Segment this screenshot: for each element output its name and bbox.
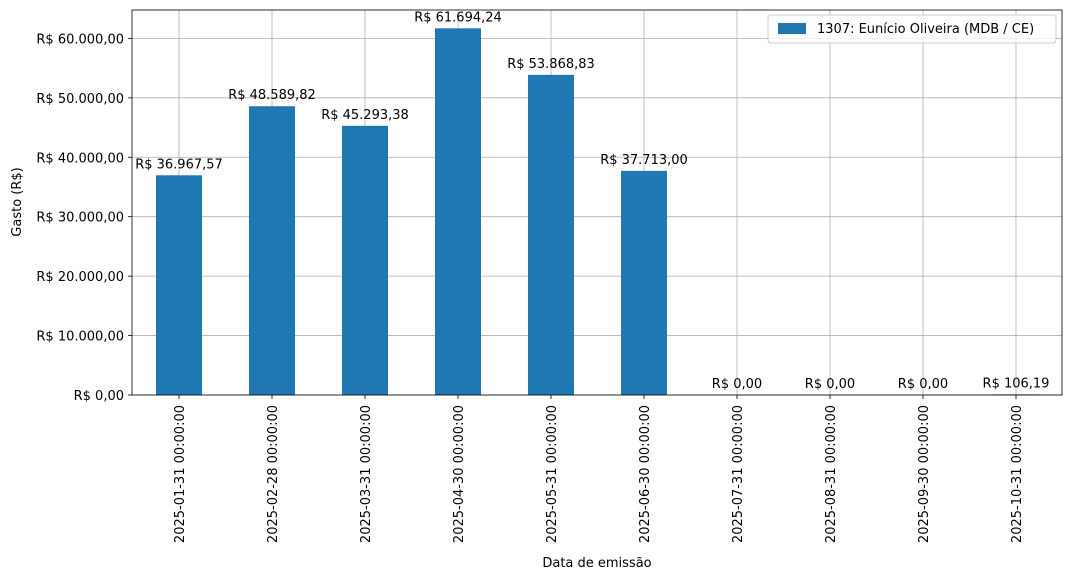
x-tick-label: 2025-10-31 00:00:00	[1010, 405, 1025, 543]
bar	[342, 125, 388, 396]
x-tick-label: 2025-01-31 00:00:00	[173, 405, 188, 543]
data-label: R$ 0,00	[805, 377, 855, 392]
x-tick-label: 2025-02-28 00:00:00	[266, 405, 281, 543]
legend-frame	[767, 14, 1057, 44]
data-label: R$ 106,19	[983, 376, 1050, 391]
bars	[156, 28, 1039, 396]
legend-entry-label: 1307: Eunício Oliveira (MDB / CE)	[817, 22, 1034, 37]
x-axis-label: Data de emissão	[542, 556, 651, 571]
y-tick-label: R$ 50.000,00	[36, 92, 124, 107]
data-label: R$ 37.713,00	[600, 153, 688, 168]
y-tick-label: R$ 10.000,00	[36, 330, 124, 345]
y-axis-label: Gasto (R$)	[10, 167, 25, 236]
x-tick-label: 2025-08-31 00:00:00	[824, 405, 839, 543]
y-tick-label: R$ 20.000,00	[36, 270, 124, 285]
bar	[528, 74, 574, 396]
x-tick-label: 2025-09-30 00:00:00	[917, 405, 932, 543]
bar	[156, 175, 202, 395]
plot-frame	[131, 9, 1063, 396]
x-tick-label: 2025-03-31 00:00:00	[359, 405, 374, 543]
data-label: R$ 61.694,24	[414, 10, 502, 25]
y-tick-label: R$ 40.000,00	[36, 151, 124, 166]
data-labels: R$ 36.967,57 R$ 48.589,82 R$ 45.293,38 R$ 6…	[135, 10, 1049, 392]
legend: 1307: Eunício Oliveira (MDB / CE)	[767, 14, 1057, 44]
axes: R$ 0,00 R$ 10.000,00 R$ 20.000,00 R$ 30.000…	[36, 9, 1063, 543]
x-tick-label: 2025-07-31 00:00:00	[731, 405, 746, 543]
y-tick-label: R$ 0,00	[74, 389, 124, 404]
data-label: R$ 36.967,57	[135, 157, 223, 172]
bar	[435, 28, 481, 396]
bar	[249, 106, 295, 395]
x-tick-label: 2025-04-30 00:00:00	[452, 405, 467, 543]
data-label: R$ 0,00	[712, 377, 762, 392]
x-tick-label: 2025-05-31 00:00:00	[545, 405, 560, 543]
data-label: R$ 48.589,82	[228, 88, 316, 103]
y-tick-label: R$ 60.000,00	[36, 32, 124, 47]
y-tick-label: R$ 30.000,00	[36, 211, 124, 226]
data-label: R$ 53.868,83	[507, 57, 595, 72]
x-tick-label: 2025-06-30 00:00:00	[638, 405, 653, 543]
legend-swatch	[778, 23, 806, 34]
data-label: R$ 45.293,38	[321, 108, 409, 123]
data-label: R$ 0,00	[898, 377, 948, 392]
bar	[621, 170, 667, 395]
